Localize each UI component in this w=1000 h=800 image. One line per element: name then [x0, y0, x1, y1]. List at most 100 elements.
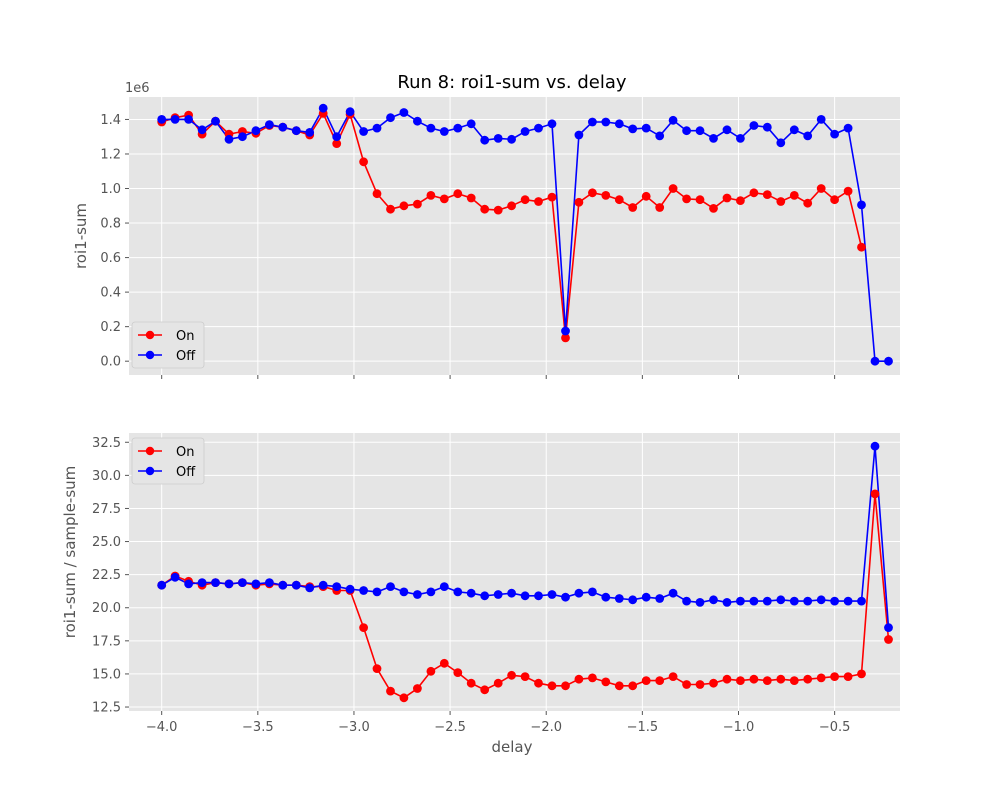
- x-tick-label: −0.5: [819, 720, 851, 735]
- data-point-off: [184, 115, 194, 124]
- data-point-on: [789, 676, 799, 685]
- data-point-on: [749, 674, 759, 684]
- data-point-off: [305, 583, 315, 593]
- data-point-on: [682, 194, 691, 204]
- data-point-on: [641, 676, 651, 685]
- data-point-off: [184, 579, 194, 589]
- data-point-off: [870, 441, 880, 451]
- data-point-off: [588, 587, 597, 597]
- data-point-off: [359, 127, 368, 136]
- data-point-off: [547, 119, 557, 129]
- data-point-off: [843, 596, 853, 606]
- data-point-off: [534, 591, 543, 601]
- data-point-on: [614, 195, 624, 205]
- data-point-off: [305, 127, 315, 137]
- data-point-off: [722, 125, 732, 135]
- data-point-on: [816, 673, 826, 683]
- data-point-on: [749, 188, 759, 198]
- data-point-off: [884, 356, 893, 366]
- x-tick-label: −2.0: [530, 720, 562, 735]
- data-point-off: [816, 595, 826, 605]
- data-point-off: [345, 107, 355, 117]
- data-point-on: [507, 670, 516, 680]
- data-point-on: [466, 193, 476, 203]
- data-point-off: [507, 134, 516, 144]
- y-tick-label: 0.4: [100, 286, 121, 301]
- data-point-off: [480, 591, 490, 601]
- data-point-on: [776, 674, 786, 684]
- data-point-off: [561, 326, 570, 336]
- data-point-off: [197, 125, 207, 135]
- data-point-off: [170, 115, 180, 124]
- grid-lines: [129, 433, 900, 711]
- y-tick-label: 1.4: [100, 113, 121, 128]
- data-point-off: [426, 123, 436, 133]
- data-point-off: [614, 119, 624, 129]
- data-point-off: [736, 134, 745, 143]
- data-point-off: [641, 592, 651, 602]
- data-point-off: [318, 103, 328, 113]
- data-point-off: [439, 582, 449, 591]
- data-point-off: [762, 596, 772, 606]
- y-offset-label: 1e6: [125, 81, 150, 96]
- data-point-on: [480, 204, 490, 214]
- data-point-off: [157, 580, 167, 590]
- y-tick-label: 25.0: [92, 535, 121, 550]
- data-point-off: [520, 127, 530, 136]
- x-tick-label: −3.0: [338, 720, 370, 735]
- data-point-off: [709, 134, 718, 143]
- data-point-on: [628, 203, 638, 212]
- y-tick-label: 0.0: [100, 355, 121, 370]
- tick-labels: 0.0 0.2 0.4 0.6 0.8 1.0 1.2 1.4: [100, 113, 836, 379]
- data-point-off: [265, 578, 274, 587]
- data-point-on: [399, 201, 409, 211]
- data-point-on: [614, 681, 624, 691]
- series-points: [157, 441, 893, 703]
- chart-title: Run 8: roi1-sum vs. delay: [397, 72, 626, 93]
- data-point-off: [695, 598, 705, 607]
- data-point-off: [588, 117, 597, 127]
- data-point-off: [857, 596, 866, 606]
- data-point-off: [682, 126, 691, 136]
- data-point-off: [399, 587, 409, 597]
- data-point-off: [372, 587, 382, 597]
- top-plot: 0.0 0.2 0.4 0.6 0.8 1.0 1.2 1.4 1e6 roi1-sum On…: [72, 81, 900, 379]
- data-point-off: [386, 582, 395, 591]
- data-point-off: [762, 122, 772, 132]
- data-point-off: [439, 127, 449, 136]
- legend-marker-on: [145, 446, 155, 456]
- y-tick-label: 30.0: [92, 469, 121, 484]
- data-point-off: [628, 595, 638, 605]
- data-point-on: [870, 489, 880, 499]
- data-point-on: [359, 157, 368, 167]
- data-point-off: [789, 125, 799, 135]
- data-point-off: [238, 578, 247, 587]
- data-point-off: [857, 200, 866, 210]
- data-point-on: [534, 197, 543, 206]
- data-point-on: [534, 678, 543, 688]
- data-point-on: [857, 669, 866, 679]
- data-point-on: [762, 190, 772, 200]
- data-point-off: [601, 117, 611, 127]
- x-axis-label: delay: [492, 738, 533, 756]
- data-point-off: [547, 590, 557, 599]
- legend: On Off: [131, 321, 205, 369]
- data-point-off: [332, 132, 342, 142]
- legend-label-off: Off: [176, 465, 196, 480]
- data-point-on: [628, 681, 638, 691]
- data-point-off: [574, 588, 584, 598]
- data-point-off: [265, 120, 274, 129]
- data-point-off: [776, 138, 786, 148]
- data-point-off: [224, 134, 234, 144]
- data-point-off: [157, 115, 167, 124]
- data-point-on: [736, 196, 745, 206]
- y-tick-label: 20.0: [92, 601, 121, 616]
- y-tick-label: 12.5: [92, 701, 121, 716]
- data-point-on: [762, 676, 772, 685]
- data-point-off: [278, 122, 288, 132]
- legend-marker-on: [145, 330, 155, 340]
- data-point-off: [211, 578, 220, 587]
- data-point-off: [197, 578, 207, 587]
- y-tick-label: 32.5: [92, 436, 121, 451]
- data-point-on: [709, 204, 718, 213]
